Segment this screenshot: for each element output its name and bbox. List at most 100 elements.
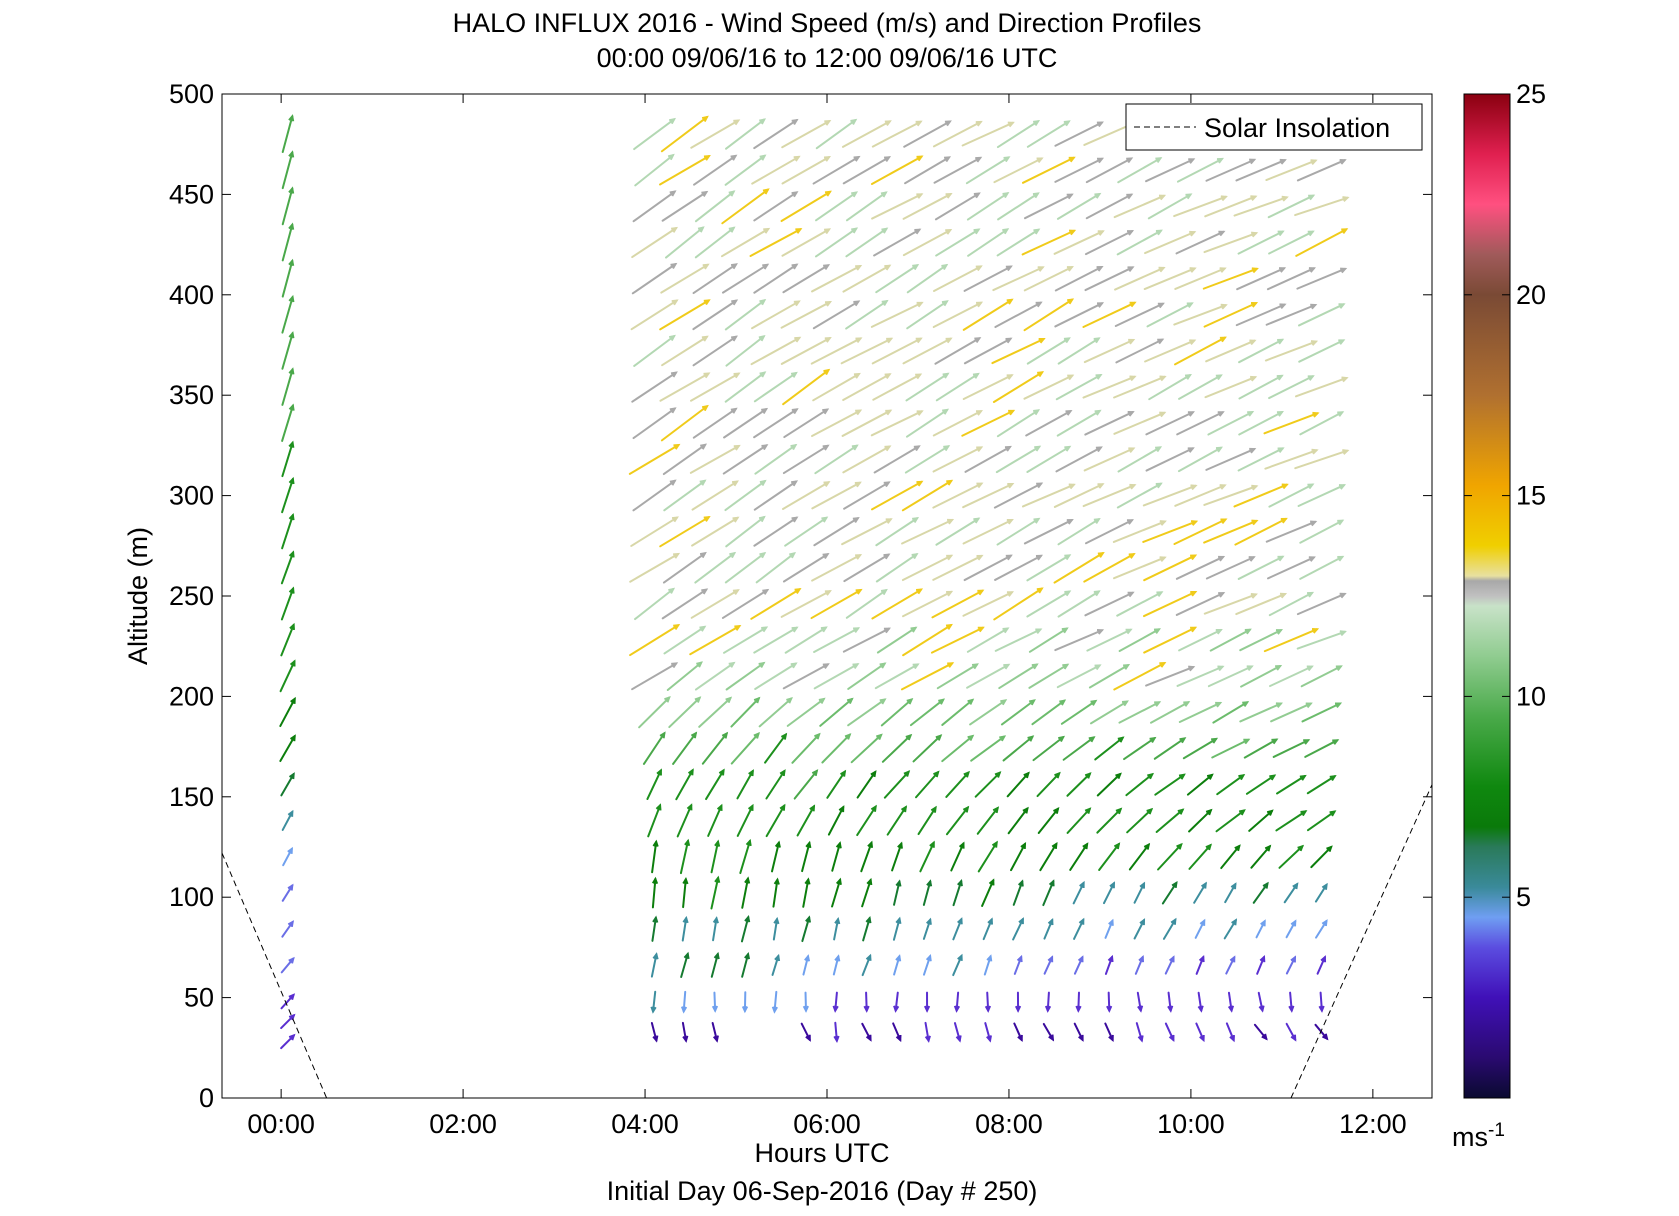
wind-vector-shaft [281, 478, 294, 514]
wind-vector-shaft [993, 157, 1043, 184]
wind-vector-head [288, 222, 295, 230]
wind-vector [725, 334, 766, 367]
wind-vector-head [885, 518, 893, 524]
wind-vector [281, 294, 295, 334]
wind-vector-shaft [1233, 196, 1288, 217]
wind-vector-head [915, 120, 923, 127]
wind-vector [281, 367, 295, 406]
wind-vector [1056, 664, 1102, 689]
wind-vector-shaft [682, 878, 687, 909]
wind-vector-head [1107, 954, 1114, 963]
wind-vector [1021, 229, 1077, 256]
wind-vector [892, 916, 902, 941]
wind-vector [893, 991, 900, 1013]
wind-vector-shaft [1294, 196, 1349, 217]
wind-vector-head [1139, 881, 1146, 889]
wind-vector [1188, 843, 1212, 870]
wind-vector [1062, 736, 1096, 761]
wind-vector-head [835, 841, 842, 849]
wind-vector-head [1310, 159, 1318, 165]
wind-vector-head [1310, 520, 1318, 527]
wind-vector-head [823, 481, 831, 487]
wind-vector [1178, 701, 1223, 723]
wind-vector-shaft [1036, 772, 1061, 798]
wind-vector-head [791, 626, 799, 633]
wind-vector-head [288, 956, 295, 964]
wind-vector-shaft [994, 628, 1042, 652]
wind-vector-head [1322, 1033, 1329, 1041]
wind-vector-head [913, 445, 921, 452]
wind-vector-shaft [281, 151, 294, 190]
wind-vector-head [971, 663, 979, 670]
wind-vector-head [1275, 702, 1284, 708]
wind-vector [871, 193, 924, 220]
wind-vector-head [1054, 771, 1061, 779]
wind-vector-shaft [281, 223, 294, 262]
wind-vector-head [664, 695, 671, 703]
wind-vector-head [1035, 301, 1043, 308]
wind-vector-shaft [632, 407, 676, 440]
wind-vector-head [866, 877, 873, 886]
wind-vector [694, 226, 736, 259]
wind-vector [1126, 807, 1154, 834]
wind-vector-head [287, 809, 294, 817]
wind-vector-head [656, 768, 662, 776]
wind-vector [1133, 918, 1146, 940]
wind-vector-head [789, 552, 796, 559]
wind-vector-head [1266, 809, 1274, 816]
wind-vector-shaft [812, 373, 860, 402]
wind-vector-shaft [1135, 1022, 1143, 1042]
wind-vector [935, 517, 981, 546]
wind-vector [781, 155, 832, 185]
wind-vector-shaft [780, 190, 831, 223]
wind-vector-shaft [961, 409, 1015, 437]
wind-vector-shaft [690, 372, 740, 402]
wind-vector-head [1211, 737, 1219, 744]
wind-vector [1154, 773, 1186, 796]
wind-vector-head [905, 733, 913, 741]
wind-vector-head [1281, 195, 1289, 202]
wind-vector-head [1047, 917, 1054, 926]
wind-vector [1085, 193, 1134, 220]
wind-vector-shaft [1085, 157, 1133, 184]
wind-vector-shaft [681, 1021, 688, 1042]
wind-vector-head [1262, 881, 1269, 889]
wind-vector [969, 699, 1008, 726]
wind-vector [1112, 520, 1167, 543]
wind-vector [280, 1013, 296, 1030]
y-tick-label: 50 [184, 983, 214, 1013]
wind-vector-shaft [831, 842, 841, 872]
wind-vector [1167, 991, 1174, 1013]
wind-vector-shaft [730, 697, 760, 728]
wind-vector-head [1068, 483, 1076, 490]
wind-vector-head [790, 662, 798, 669]
wind-vector-head [669, 407, 677, 414]
wind-vector-shaft [1295, 228, 1348, 257]
wind-vector [660, 263, 710, 294]
wind-vector [1207, 665, 1254, 688]
wind-vector-head [923, 1005, 931, 1013]
wind-vector-shaft [952, 918, 963, 941]
wind-vector-head [1258, 1005, 1265, 1013]
wind-vector-head [745, 838, 752, 847]
wind-vector-shaft [784, 516, 828, 547]
wind-vector [922, 917, 932, 940]
wind-vector-shaft [935, 373, 979, 402]
wind-vector [1268, 483, 1315, 508]
wind-vector-shaft [1026, 120, 1070, 148]
wind-vector-shaft [281, 296, 294, 334]
wind-vector-shaft [651, 840, 658, 874]
wind-vector-head [883, 627, 891, 634]
wind-vector-head [994, 771, 1002, 778]
wind-vector-head [835, 877, 842, 885]
colorbar-tick-label: 5 [1516, 882, 1531, 912]
wind-vector [1014, 991, 1022, 1013]
wind-vector [1144, 230, 1197, 255]
wind-vector-head [759, 371, 767, 378]
wind-vector-shaft [281, 259, 294, 298]
wind-vector [813, 627, 861, 654]
wind-vector-shaft [962, 518, 1013, 545]
wind-vector [1197, 991, 1204, 1013]
wind-vector-shaft [1054, 121, 1103, 147]
wind-vector-head [1044, 1005, 1052, 1013]
